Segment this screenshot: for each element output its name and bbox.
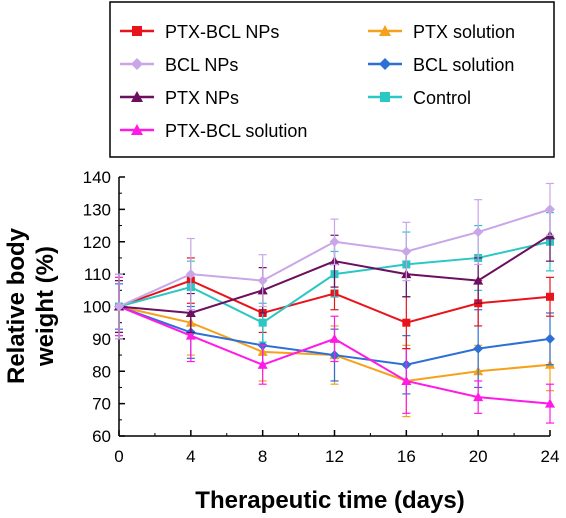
legend-label: PTX NPs xyxy=(165,88,239,108)
axes: 60 70 80 90 100 110 120 130 140 0 4 8 12 16 20 24 xyxy=(83,168,560,466)
legend-marker xyxy=(131,124,143,135)
y-axis-ticks: 60 70 80 90 100 110 120 130 140 xyxy=(83,168,125,446)
y-tick-label: 70 xyxy=(92,395,111,414)
y-tick-label: 130 xyxy=(83,200,111,219)
data-point xyxy=(473,275,484,285)
legend-marker xyxy=(131,91,143,102)
legend-label: Control xyxy=(413,88,471,108)
legend-item: PTX NPs xyxy=(120,88,239,108)
data-point xyxy=(329,236,340,247)
legend-item: PTX solution xyxy=(368,22,515,42)
legend-marker xyxy=(132,26,142,36)
x-axis-ticks: 0 4 8 12 16 20 24 xyxy=(114,430,559,466)
data-point xyxy=(545,398,555,408)
y-tick-label: 120 xyxy=(83,233,111,252)
x-tick-label: 16 xyxy=(397,447,416,466)
legend-label: PTX-BCL solution xyxy=(165,121,307,141)
legend-item: Control xyxy=(368,88,471,108)
y-tick-label: 110 xyxy=(84,265,111,284)
legend-item: PTX-BCL NPs xyxy=(120,22,279,42)
data-point xyxy=(114,301,124,312)
y-axis-title-line2: weight (%) xyxy=(32,246,59,367)
legend-label: PTX-BCL NPs xyxy=(165,22,279,42)
y-tick-label: 80 xyxy=(92,362,111,381)
legend-box xyxy=(109,1,555,158)
legend-label: PTX solution xyxy=(413,22,515,42)
legend-marker xyxy=(379,25,391,36)
data-point xyxy=(257,275,268,286)
x-tick-label: 12 xyxy=(325,447,344,466)
data-point xyxy=(401,375,412,385)
x-tick-label: 24 xyxy=(541,447,560,466)
data-point xyxy=(258,318,267,327)
data-point xyxy=(329,333,340,343)
legend-label: BCL solution xyxy=(413,55,514,75)
legend: PTX-BCL NPs BCL NPs PTX NPs PTX-BCL solutio… xyxy=(109,1,555,158)
x-tick-label: 20 xyxy=(469,447,488,466)
x-tick-label: 8 xyxy=(258,447,267,466)
data-point xyxy=(402,318,411,327)
data-point xyxy=(401,246,412,257)
legend-label: BCL NPs xyxy=(165,55,238,75)
y-tick-label: 100 xyxy=(83,298,111,317)
data-point xyxy=(473,343,484,354)
data-point xyxy=(473,392,484,402)
data-point xyxy=(185,330,196,340)
data-point xyxy=(545,204,555,215)
legend-marker xyxy=(380,92,390,102)
data-point xyxy=(257,359,268,369)
x-tick-label: 4 xyxy=(186,447,195,466)
x-axis-title: Therapeutic time (days) xyxy=(195,487,464,514)
plot-area xyxy=(114,182,555,424)
legend-marker xyxy=(131,58,143,70)
y-axis-title-line1: Relative body xyxy=(3,227,30,384)
y-tick-label: 90 xyxy=(92,330,111,349)
data-point xyxy=(546,292,554,301)
data-point xyxy=(473,227,484,238)
y-tick-label: 60 xyxy=(92,427,111,446)
data-point xyxy=(185,307,196,317)
y-tick-label: 140 xyxy=(83,168,111,187)
series-bcl-nps xyxy=(114,182,555,340)
legend-item: PTX-BCL solution xyxy=(120,121,307,141)
x-tick-label: 0 xyxy=(114,447,123,466)
data-point xyxy=(185,269,196,280)
legend-item: BCL solution xyxy=(368,55,514,75)
data-point xyxy=(545,333,555,344)
legend-marker xyxy=(379,58,391,70)
legend-item: BCL NPs xyxy=(120,55,238,75)
